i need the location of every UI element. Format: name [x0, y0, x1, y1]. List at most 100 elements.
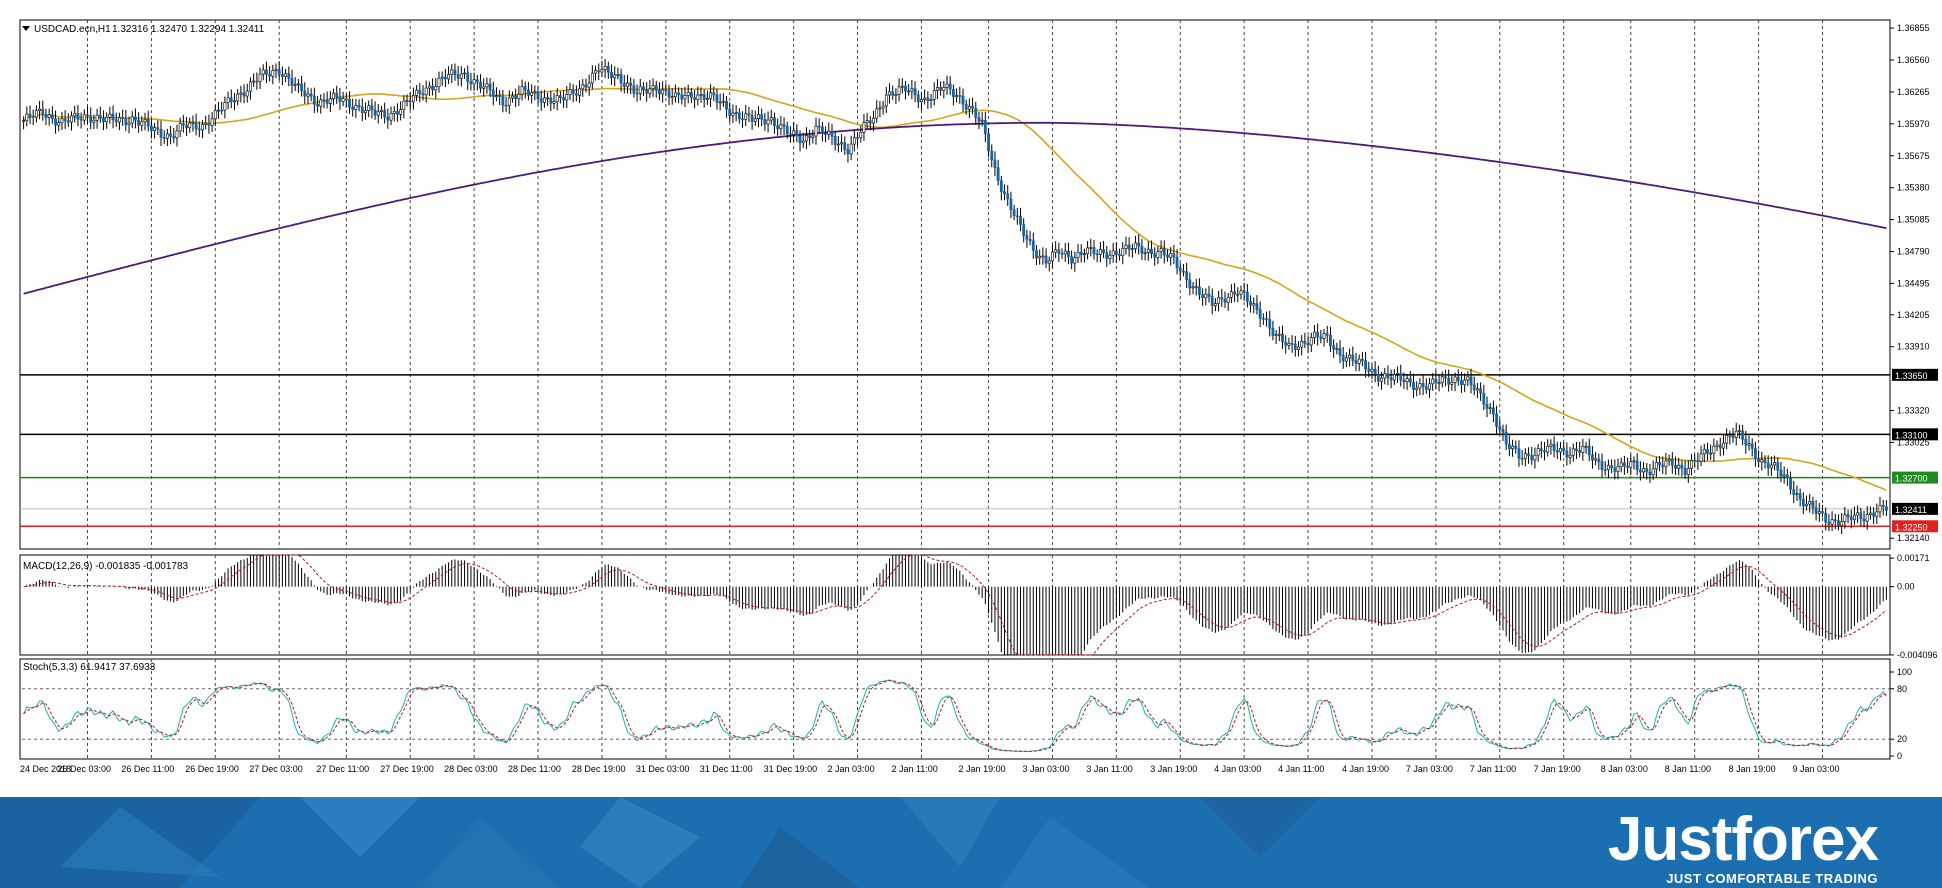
candle-body [1319, 336, 1323, 339]
candle-body [1645, 468, 1649, 473]
candle-body [450, 69, 454, 75]
candle-body [488, 83, 492, 91]
x-tick-label: 8 Jan 11:00 [1665, 764, 1711, 774]
candle-body [268, 74, 272, 77]
x-tick-label: 2 Jan 11:00 [891, 764, 937, 774]
candle-body [881, 105, 885, 109]
candle-body [1316, 331, 1320, 338]
ohlc-readout: 1.32316 1.32470 1.32294 1.32411 [112, 24, 265, 35]
candle-body [578, 88, 581, 96]
candle-body [274, 69, 278, 72]
candle-body [884, 94, 888, 107]
candle-body [1546, 445, 1550, 453]
candle-body [907, 90, 911, 93]
candle-body [1006, 193, 1010, 200]
candle-body [1587, 445, 1591, 456]
candle-body [1108, 254, 1112, 259]
candle-body [1178, 267, 1182, 272]
symbol-dropdown-icon[interactable] [22, 26, 30, 31]
candle-body [1613, 467, 1617, 472]
candle-body [351, 106, 355, 110]
candle-body [658, 89, 661, 95]
candle-body [364, 110, 367, 114]
candle-body [820, 126, 824, 134]
candle-body [1453, 376, 1457, 383]
candle-body [1405, 378, 1409, 383]
candle-body [1849, 516, 1853, 521]
candle-body [530, 92, 534, 96]
candle-body [1265, 318, 1268, 320]
candle-body [1019, 216, 1022, 225]
candle-body [1722, 442, 1725, 449]
candle-body [389, 112, 393, 121]
candle-body [229, 97, 233, 102]
candle-body [396, 111, 399, 115]
candle-body [977, 117, 981, 122]
candle-body [1348, 354, 1352, 359]
candle-body [1344, 357, 1348, 362]
candle-body [808, 135, 812, 138]
candle-body [1769, 464, 1773, 469]
candle-body [875, 108, 879, 119]
candle-body [277, 69, 281, 75]
candle-body [1619, 462, 1623, 467]
candle-body [1003, 191, 1006, 195]
candle-body [479, 81, 482, 89]
candle-body [1124, 244, 1128, 249]
x-tick-label: 31 Dec 19:00 [764, 764, 818, 774]
candle-body [1079, 251, 1083, 255]
candle-body [1840, 521, 1844, 527]
candle-body [1300, 341, 1304, 348]
candle-body [581, 84, 585, 90]
candle-body [491, 89, 495, 98]
candle-body [1223, 298, 1227, 303]
candle-body [1258, 309, 1262, 319]
candle-body [1054, 249, 1058, 253]
candle-body [344, 98, 348, 101]
candle-body [1846, 514, 1850, 518]
candle-body [817, 125, 821, 128]
candle-body [1150, 248, 1153, 255]
candle-body [1127, 244, 1131, 250]
candle-body [785, 126, 789, 135]
candle-body [1591, 454, 1594, 461]
candle-body [34, 110, 38, 118]
candle-body [1290, 342, 1294, 345]
candle-body [1121, 248, 1125, 256]
candle-body [1175, 256, 1179, 269]
candle-body [629, 82, 633, 86]
candle-body [376, 111, 380, 116]
candle-body [1373, 368, 1377, 375]
candle-body [66, 120, 70, 123]
candle-body [709, 92, 712, 99]
candle-body [661, 89, 665, 95]
macd-signal-line [23, 554, 1887, 656]
candle-body [1268, 319, 1272, 329]
candle-body [485, 83, 489, 88]
candle-body [1022, 224, 1026, 236]
candle-body [405, 100, 409, 102]
candle-body [210, 118, 214, 126]
candle-body [955, 95, 959, 98]
x-tick-label: 7 Jan 11:00 [1470, 764, 1516, 774]
candle-body [894, 94, 898, 96]
candle-body [795, 130, 799, 137]
candle-body [1035, 250, 1038, 259]
candle-body [495, 95, 498, 98]
candle-body [1421, 383, 1425, 388]
candle-body [1479, 388, 1483, 394]
candle-body [92, 119, 96, 123]
candle-body [127, 122, 131, 126]
candle-body [626, 82, 629, 87]
candle-body [945, 83, 949, 88]
candle-body [734, 112, 738, 114]
candle-body [25, 113, 29, 121]
candle-body [1322, 333, 1326, 339]
candle-body [1047, 260, 1051, 264]
x-tick-label: 3 Jan 03:00 [1022, 764, 1069, 774]
candle-body [964, 103, 968, 110]
candle-body [1271, 327, 1275, 336]
candle-body [408, 100, 412, 103]
candle-body [54, 118, 57, 126]
candle-body [1415, 387, 1419, 390]
